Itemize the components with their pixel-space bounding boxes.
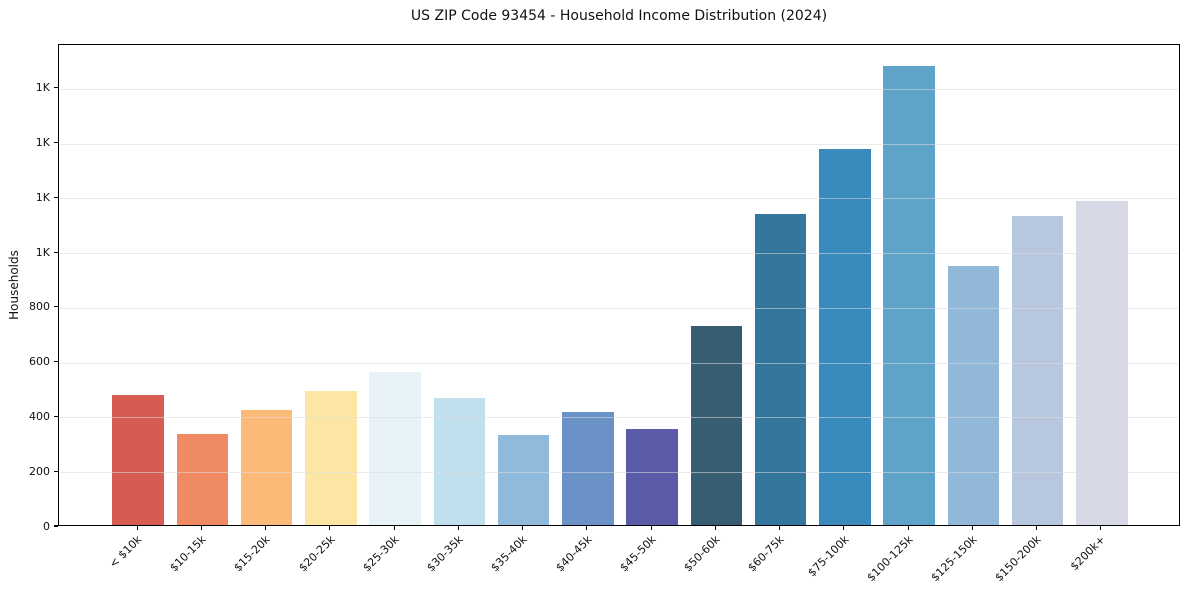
- gridline: [59, 198, 1179, 200]
- x-tick-label: $15-20k: [231, 533, 273, 575]
- y-tick-label: 800: [29, 300, 50, 314]
- bar: [883, 66, 935, 525]
- y-tick-mark: [54, 306, 58, 308]
- y-tick-mark: [54, 470, 58, 472]
- gridline: [59, 143, 1179, 145]
- x-tick-label: $150-200k: [992, 533, 1044, 585]
- x-tick-label: $10-15k: [167, 533, 209, 575]
- x-tick-mark: [843, 526, 845, 530]
- chart-title: US ZIP Code 93454 - Household Income Dis…: [410, 8, 828, 24]
- gridline: [59, 88, 1179, 90]
- bar: [497, 435, 550, 525]
- y-tick-label: 1K: [35, 190, 50, 204]
- y-tick-label: 200: [29, 464, 50, 478]
- bar: [176, 434, 229, 525]
- x-tick-label: $40-45k: [552, 533, 595, 575]
- y-tick-mark: [54, 196, 58, 198]
- y-tick-label: 0: [43, 519, 50, 533]
- x-tick-mark: [907, 526, 909, 530]
- x-tick-mark: [522, 526, 524, 530]
- x-tick-label: $75-100k: [804, 533, 852, 580]
- x-tick-mark: [265, 526, 267, 530]
- x-tick-mark: [200, 526, 202, 530]
- y-tick-mark: [54, 415, 58, 418]
- bar: [562, 411, 614, 525]
- bar: [690, 325, 743, 525]
- gridline: [59, 417, 1179, 419]
- x-tick-mark: [1100, 526, 1102, 530]
- y-tick-mark: [54, 361, 58, 363]
- x-tick-mark: [586, 526, 588, 530]
- bar: [433, 397, 486, 525]
- x-tick-label: $200k+: [1068, 533, 1109, 574]
- y-tick-mark: [54, 87, 58, 89]
- y-tick-label: 1K: [35, 81, 50, 95]
- y-tick-label: 600: [29, 355, 50, 369]
- y-tick-mark: [54, 525, 58, 527]
- x-tick-mark: [393, 526, 395, 530]
- x-tick-mark: [329, 526, 331, 530]
- bar: [240, 410, 293, 525]
- x-tick-mark: [136, 526, 138, 530]
- x-tick-mark: [779, 526, 781, 530]
- bar: [754, 214, 807, 525]
- x-tick-mark: [971, 526, 973, 530]
- y-tick-label: 1K: [35, 136, 50, 150]
- gridline: [59, 307, 1179, 309]
- x-tick-mark: [650, 526, 652, 530]
- bar: [819, 149, 871, 525]
- y-tick-mark: [54, 251, 58, 253]
- plot-area: [58, 44, 1180, 526]
- x-tick-label: $45-50k: [617, 533, 659, 575]
- y-tick-mark: [54, 141, 58, 144]
- x-tick-label: $125-150k: [928, 533, 980, 585]
- bar: [369, 372, 421, 525]
- bar: [112, 394, 164, 525]
- bar: [626, 429, 678, 525]
- bar: [305, 391, 357, 525]
- bar: [947, 265, 1000, 525]
- gridline: [59, 362, 1179, 364]
- bar: [1011, 216, 1064, 525]
- gridline: [59, 472, 1179, 474]
- y-tick-label: 1K: [35, 245, 50, 259]
- x-tick-label: $60-75k: [745, 533, 787, 575]
- x-tick-label: $30-35k: [424, 533, 466, 575]
- x-tick-label: $100-125k: [864, 533, 916, 585]
- gridline: [59, 253, 1179, 255]
- x-tick-label: $20-25k: [295, 533, 338, 575]
- x-tick-mark: [457, 526, 459, 530]
- x-tick-label: $25-30k: [360, 533, 402, 575]
- x-tick-mark: [714, 526, 716, 530]
- x-tick-mark: [1036, 526, 1038, 530]
- y-tick-label: 400: [29, 409, 50, 423]
- x-tick-label: < $10k: [106, 533, 145, 571]
- x-tick-label: $50-60k: [681, 533, 723, 575]
- x-tick-label: $35-40k: [488, 533, 530, 575]
